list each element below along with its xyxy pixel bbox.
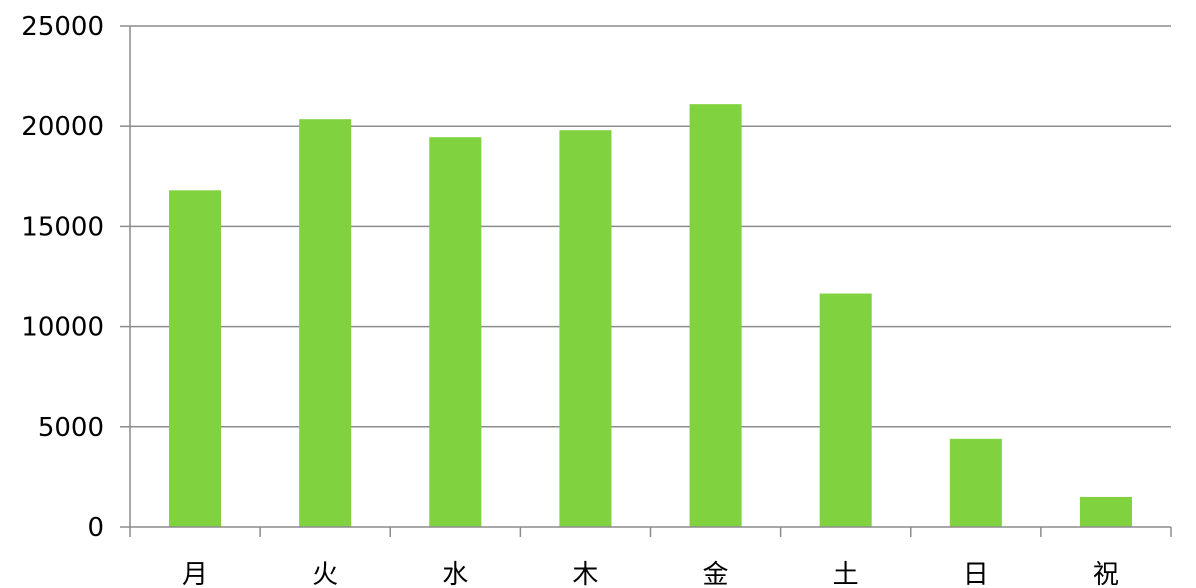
bars xyxy=(169,104,1132,528)
y-tick-label: 5000 xyxy=(38,413,104,443)
x-tick-label: 土 xyxy=(833,560,859,588)
x-tick-label: 金 xyxy=(703,560,729,588)
bar xyxy=(299,119,352,527)
bar xyxy=(169,190,222,527)
y-tick-label: 10000 xyxy=(21,313,104,343)
bar xyxy=(949,438,1002,527)
y-tick-label: 15000 xyxy=(21,212,104,242)
bar xyxy=(1079,496,1132,527)
x-tick-labels: 月火水木金土日祝 xyxy=(182,560,1119,588)
bar xyxy=(689,104,742,527)
bar xyxy=(559,130,612,527)
x-tick-label: 木 xyxy=(572,560,598,588)
x-tick-label: 月 xyxy=(182,560,208,588)
x-tick-label: 祝 xyxy=(1093,560,1119,588)
y-tick-label: 20000 xyxy=(21,112,104,142)
bar xyxy=(819,293,872,527)
gridlines xyxy=(130,25,1171,428)
bar xyxy=(429,137,482,528)
x-tick-label: 日 xyxy=(963,560,989,588)
x-tick-label: 火 xyxy=(312,560,338,588)
x-tick-label: 水 xyxy=(442,560,468,588)
y-tick-label: 0 xyxy=(87,513,104,543)
y-tick-labels: 0 5000 10000 15000 20000 25000 xyxy=(21,12,104,543)
axes xyxy=(120,25,1172,537)
y-tick-label: 25000 xyxy=(21,12,104,42)
